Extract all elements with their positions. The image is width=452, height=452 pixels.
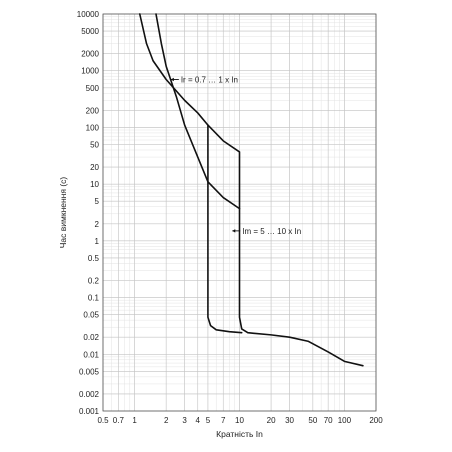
y-tick-label: 0.5: [88, 254, 100, 263]
series-left-band-boundary: [207, 124, 243, 334]
y-tick-label: 2: [95, 220, 100, 229]
x-tick-label: 2: [164, 416, 169, 425]
x-tick-label: 20: [267, 416, 276, 425]
y-tick-label: 2000: [81, 50, 99, 59]
y-tick-label: 500: [86, 84, 100, 93]
y-tick-label: 100: [86, 123, 100, 132]
x-tick-label: 1: [132, 416, 137, 425]
annotation-layer: Ir = 0.7 … 1 x In Im = 5 … 10 x In: [170, 75, 301, 236]
y-tick-label: 0.2: [88, 276, 100, 285]
series-upper-curve: [138, 13, 364, 367]
plot-frame: [102, 13, 377, 412]
x-tick-label: 70: [324, 416, 333, 425]
annotation-arrowhead-im: [232, 229, 236, 233]
y-tick-label: 10: [90, 180, 99, 189]
y-tick-label: 0.001: [79, 407, 100, 416]
x-tick-label: 0.5: [97, 416, 109, 425]
x-tick-label: 0.7: [113, 416, 125, 425]
y-tick-label: 0.02: [83, 333, 99, 342]
y-tick-label: 0.002: [79, 390, 100, 399]
x-tick-label: 3: [182, 416, 187, 425]
y-tick-labels: 10000 5000 2000 1000 500 200 100 50 20 10 5 2 1 0.5 0.…: [77, 10, 100, 416]
annotation-arrowhead-ir: [170, 77, 174, 82]
x-tick-label: 5: [206, 416, 211, 425]
y-tick-label: 50: [90, 141, 99, 150]
x-axis-title: Кратність In: [216, 429, 263, 439]
y-tick-label: 0.005: [79, 367, 100, 376]
annotation-label-ir: Ir = 0.7 … 1 x In: [181, 75, 238, 84]
y-tick-label: 20: [90, 163, 99, 172]
series-lower-curve: [155, 13, 241, 210]
annotation-label-im: Im = 5 … 10 x In: [242, 227, 301, 236]
x-tick-label: 7: [221, 416, 226, 425]
y-tick-label: 200: [86, 106, 100, 115]
x-tick-label: 30: [285, 416, 294, 425]
y-tick-label: 5000: [81, 27, 99, 36]
y-tick-label: 0.1: [88, 294, 100, 303]
x-tick-labels: 0.5 0.7 1 2 3 4 5 7 10 20 30 50 70 100 200: [97, 416, 383, 425]
y-tick-label: 1000: [81, 67, 99, 76]
y-tick-label: 5: [95, 197, 100, 206]
y-axis-title: Час вимкнення (с): [58, 177, 68, 249]
y-tick-label: 0.05: [83, 311, 99, 320]
y-tick-label: 0.01: [83, 350, 99, 359]
series-layer: [138, 13, 364, 367]
y-tick-label: 10000: [77, 10, 100, 19]
x-tick-label: 4: [196, 416, 201, 425]
x-tick-label: 100: [338, 416, 352, 425]
y-tick-label: 1: [95, 237, 100, 246]
x-tick-label: 10: [235, 416, 244, 425]
x-tick-label: 50: [308, 416, 317, 425]
x-tick-label: 200: [369, 416, 383, 425]
